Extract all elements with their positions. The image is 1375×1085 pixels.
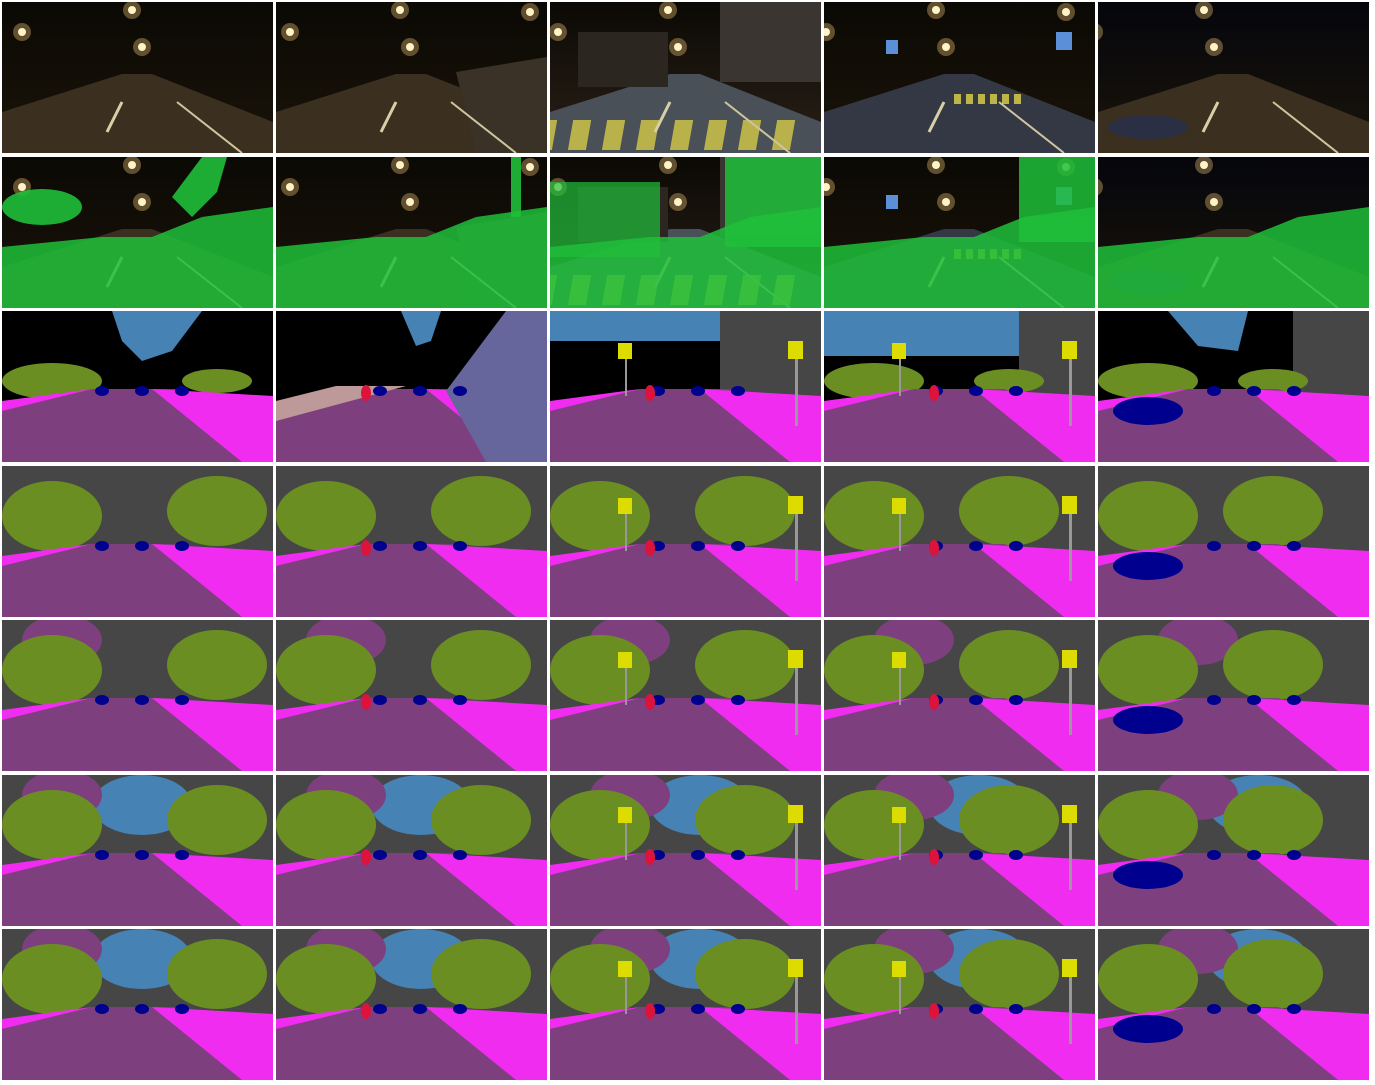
thumbnail-r4-c1	[2, 465, 273, 617]
prediction-segmentation-c-image	[2, 774, 273, 926]
prediction-segmentation-b-image	[2, 620, 273, 771]
prediction-segmentation-a-image	[2, 465, 273, 617]
night-photo-image	[824, 2, 1095, 153]
thumbnail-r6-c1	[2, 774, 273, 926]
thumbnail-r7-c1	[2, 929, 273, 1080]
thumbnail-r2-c3	[550, 156, 821, 308]
thumbnail-r6-c2	[276, 774, 547, 926]
thumbnail-r3-c3	[550, 311, 821, 462]
thumbnail-r7-c5	[1098, 929, 1369, 1080]
prediction-segmentation-d-image	[824, 929, 1095, 1080]
night-photo-image	[276, 2, 547, 153]
prediction-segmentation-c-image	[824, 774, 1095, 926]
prediction-segmentation-a-image	[1098, 465, 1369, 617]
ground-truth-segmentation-image	[276, 311, 547, 462]
thumbnail-r1-c3	[550, 2, 821, 153]
thumbnail-r3-c4	[824, 311, 1095, 462]
thumbnail-r4-c2	[276, 465, 547, 617]
green-overlay-image	[2, 156, 273, 308]
green-overlay-image	[550, 156, 821, 308]
green-overlay-image	[276, 156, 547, 308]
thumbnail-r2-c1	[2, 156, 273, 308]
thumbnail-r5-c2	[276, 620, 547, 771]
thumbnail-r4-c4	[824, 465, 1095, 617]
prediction-segmentation-c-image	[276, 774, 547, 926]
thumbnail-r6-c5	[1098, 774, 1369, 926]
prediction-segmentation-b-image	[824, 620, 1095, 771]
thumbnail-r2-c4	[824, 156, 1095, 308]
prediction-segmentation-a-image	[550, 465, 821, 617]
thumbnail-r5-c3	[550, 620, 821, 771]
thumbnail-r1-c4	[824, 2, 1095, 153]
night-photo-image	[550, 2, 821, 153]
thumbnail-r3-c2	[276, 311, 547, 462]
prediction-segmentation-b-image	[1098, 620, 1369, 771]
thumbnail-r7-c3	[550, 929, 821, 1080]
prediction-segmentation-b-image	[550, 620, 821, 771]
night-photo-image	[2, 2, 273, 153]
thumbnail-r3-c5	[1098, 311, 1369, 462]
ground-truth-segmentation-image	[824, 311, 1095, 462]
prediction-segmentation-a-image	[276, 465, 547, 617]
prediction-segmentation-d-image	[1098, 929, 1369, 1080]
thumbnail-r7-c4	[824, 929, 1095, 1080]
prediction-segmentation-a-image	[824, 465, 1095, 617]
ground-truth-segmentation-image	[2, 311, 273, 462]
thumbnail-r1-c5	[1098, 2, 1369, 153]
prediction-segmentation-c-image	[1098, 774, 1369, 926]
green-overlay-image	[1098, 156, 1369, 308]
thumbnail-r7-c2	[276, 929, 547, 1080]
prediction-segmentation-c-image	[550, 774, 821, 926]
prediction-segmentation-d-image	[276, 929, 547, 1080]
ground-truth-segmentation-image	[1098, 311, 1369, 462]
thumbnail-r4-c5	[1098, 465, 1369, 617]
thumbnail-r5-c1	[2, 620, 273, 771]
thumbnail-r2-c5	[1098, 156, 1369, 308]
thumbnail-r5-c4	[824, 620, 1095, 771]
prediction-segmentation-b-image	[276, 620, 547, 771]
green-overlay-image	[824, 156, 1095, 308]
thumbnail-r1-c2	[276, 2, 547, 153]
thumbnail-r6-c3	[550, 774, 821, 926]
prediction-segmentation-d-image	[550, 929, 821, 1080]
thumbnail-r2-c2	[276, 156, 547, 308]
night-photo-image	[1098, 2, 1369, 153]
thumbnail-r5-c5	[1098, 620, 1369, 771]
thumbnail-r4-c3	[550, 465, 821, 617]
thumbnail-r3-c1	[2, 311, 273, 462]
prediction-segmentation-d-image	[2, 929, 273, 1080]
thumbnail-r1-c1	[2, 2, 273, 153]
thumbnail-r6-c4	[824, 774, 1095, 926]
ground-truth-segmentation-image	[550, 311, 821, 462]
